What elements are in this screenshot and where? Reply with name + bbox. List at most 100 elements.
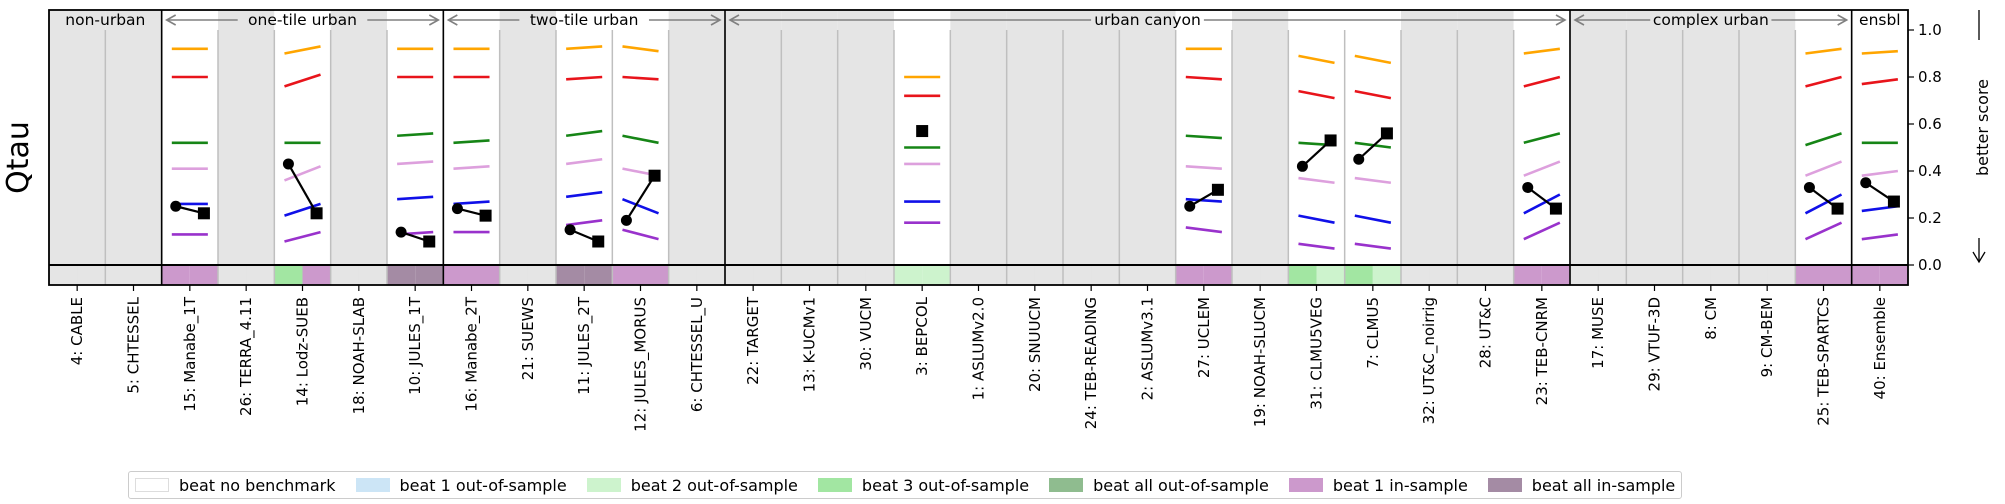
column-background	[837, 10, 894, 285]
skill-strip-right	[1203, 265, 1232, 285]
skill-strip-right	[133, 265, 162, 285]
skill-strip-right	[1879, 265, 1908, 285]
x-tick-label: 8: CM	[1702, 297, 1720, 340]
group-label: ensbl	[1859, 11, 1901, 29]
skill-strip-left	[1851, 265, 1880, 285]
benchmark-tick	[284, 73, 321, 88]
x-tick-label: 12: JULES_MORUS	[632, 297, 651, 432]
x-tick-label: 16: Manabe_2T	[463, 296, 482, 412]
x-tick-label: 7: CLMU5	[1364, 297, 1382, 369]
skill-strip-right	[358, 265, 387, 285]
benchmark-tick	[397, 195, 434, 201]
column-background	[1626, 10, 1683, 285]
legend-item: beat all out-of-sample	[1049, 476, 1269, 495]
skill-strip-left	[1626, 265, 1655, 285]
column-background	[161, 10, 218, 285]
benchmark-tick	[284, 45, 321, 55]
column-background	[1063, 10, 1120, 285]
skill-strip-left	[1119, 265, 1148, 285]
skill-strip-right	[1091, 265, 1120, 285]
model-circle-point	[1296, 160, 1308, 172]
skill-strip-right	[640, 265, 669, 285]
group-label: complex urban	[1653, 11, 1769, 29]
skill-strip-left	[49, 265, 78, 285]
model-circle-point	[1184, 200, 1196, 212]
benchmark-tick	[1185, 165, 1222, 170]
y-tick-label: 0.0	[1918, 256, 1942, 274]
skill-strip-right	[1654, 265, 1683, 285]
benchmark-tick	[565, 190, 603, 199]
skill-strip-right	[1147, 265, 1176, 285]
skill-strip-right	[1710, 265, 1739, 285]
skill-strip-right	[1260, 265, 1289, 285]
legend-label: beat no benchmark	[179, 475, 336, 495]
legend-swatch	[355, 478, 390, 492]
benchmark-tick	[1804, 160, 1843, 177]
benchmark-tick	[1354, 89, 1392, 100]
group-label: two-tile urban	[530, 11, 639, 29]
benchmark-tick	[622, 45, 659, 53]
benchmark-tick	[397, 132, 434, 138]
group-label: one-tile urban	[248, 11, 357, 29]
legend-swatch	[1487, 478, 1522, 492]
skill-strip-left	[443, 265, 472, 285]
better-score-label: better score	[1973, 79, 1992, 176]
skill-strip-left	[1401, 265, 1430, 285]
skill-strip-right	[865, 265, 894, 285]
benchmark-tick	[1523, 221, 1561, 241]
benchmark-tick	[1354, 242, 1392, 250]
benchmark-tick	[1298, 89, 1335, 100]
benchmark-tick	[1861, 49, 1898, 55]
model-circle-point	[1522, 181, 1534, 193]
skill-strip-right	[1429, 265, 1458, 285]
legend-label: beat all out-of-sample	[1093, 475, 1269, 495]
skill-strip-right	[246, 265, 275, 285]
x-tick-label: 31: CLMU5VEG	[1308, 297, 1326, 410]
legend-label: beat 1 in-sample	[1332, 475, 1468, 495]
benchmark-tick	[565, 157, 603, 166]
x-tick-label: 14: Lodz-SUEB	[294, 297, 312, 406]
legend-item: beat 3 out-of-sample	[817, 475, 1030, 495]
skill-strip-right	[696, 265, 725, 285]
model-circle-point	[620, 214, 632, 226]
skill-strip-left	[161, 265, 190, 285]
model-square-point	[1887, 195, 1900, 208]
column-background	[1739, 10, 1796, 285]
x-tick-label: 9: CM-BEM	[1758, 297, 1776, 377]
legend-label: beat 3 out-of-sample	[861, 475, 1030, 495]
legend-label: beat all in-sample	[1531, 475, 1676, 495]
skill-strip-right	[1541, 265, 1570, 285]
model-square-point	[310, 207, 323, 220]
x-tick-label: 27: UCLEM	[1195, 297, 1213, 378]
skill-strip-right	[471, 265, 500, 285]
benchmark-tick	[1298, 176, 1335, 185]
skill-strip-left	[1570, 265, 1599, 285]
skill-strip-left	[387, 265, 416, 285]
skill-strip-right	[1598, 265, 1627, 285]
skill-strip-left	[1063, 265, 1092, 285]
benchmark-tick	[1861, 78, 1899, 86]
x-tick-label: 23: TEB-CNRM	[1533, 297, 1551, 405]
benchmark-tick	[1185, 134, 1222, 140]
benchmark-tick	[453, 139, 490, 145]
legend-item: beat 1 in-sample	[1288, 475, 1468, 495]
model-square-point	[1549, 202, 1562, 215]
column-background	[1288, 10, 1345, 285]
legend-item: beat 1 out-of-sample	[355, 476, 567, 495]
benchmark-tick	[566, 75, 603, 81]
group-arrowhead-left	[1573, 14, 1585, 26]
model-circle-point	[564, 224, 576, 236]
model-square-point	[648, 169, 661, 182]
skill-strip-right	[527, 265, 556, 285]
skill-strip-left	[1795, 265, 1824, 285]
benchmark-tick	[1354, 54, 1392, 65]
column-background	[1513, 10, 1570, 285]
benchmark-tick	[1185, 226, 1223, 234]
benchmark-tick	[1523, 160, 1561, 177]
group-label: urban canyon	[1094, 11, 1201, 29]
skill-strip-right	[1372, 265, 1401, 285]
x-tick-label: 21: SUEWS	[519, 297, 537, 380]
y-tick-label: 1.0	[1918, 21, 1942, 39]
model-square-point	[479, 209, 492, 222]
skill-strip-left	[1682, 265, 1711, 285]
